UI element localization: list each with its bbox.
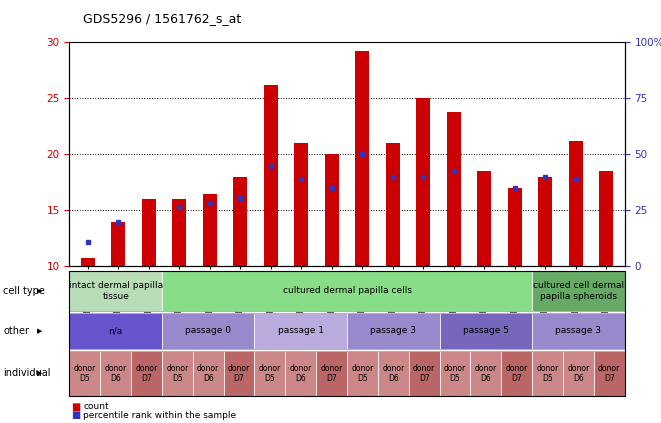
Bar [569,141,583,266]
Text: donor
D6: donor D6 [290,364,312,383]
Text: donor
D7: donor D7 [321,364,342,383]
Bar [477,171,491,266]
Text: donor
D5: donor D5 [259,364,281,383]
Bar [173,199,186,266]
Text: ■: ■ [71,402,81,412]
Text: donor
D7: donor D7 [598,364,620,383]
Text: donor
D6: donor D6 [197,364,219,383]
Text: cultured dermal papilla cells: cultured dermal papilla cells [282,286,412,295]
Text: donor
D6: donor D6 [104,364,127,383]
Bar [447,112,461,266]
Text: donor
D6: donor D6 [567,364,590,383]
Bar [142,199,155,266]
Text: donor
D5: donor D5 [537,364,559,383]
Bar [111,222,125,266]
Text: passage 3: passage 3 [555,327,602,335]
Text: donor
D5: donor D5 [352,364,373,383]
Text: intact dermal papilla
tissue: intact dermal papilla tissue [69,281,163,300]
Bar [233,177,247,266]
Text: GDS5296 / 1561762_s_at: GDS5296 / 1561762_s_at [83,12,241,25]
Text: count: count [83,402,109,412]
Text: donor
D5: donor D5 [444,364,466,383]
Text: percentile rank within the sample: percentile rank within the sample [83,411,237,420]
Bar [539,177,552,266]
Bar [203,194,217,266]
Text: cell type: cell type [3,286,45,296]
Text: donor
D6: donor D6 [382,364,405,383]
Text: donor
D5: donor D5 [74,364,96,383]
Bar [294,143,308,266]
Bar [325,154,338,266]
Text: ▶: ▶ [37,288,42,294]
Text: donor
D7: donor D7 [136,364,157,383]
Text: passage 3: passage 3 [370,327,416,335]
Bar [508,188,522,266]
Text: ▶: ▶ [37,370,42,376]
Text: passage 5: passage 5 [463,327,509,335]
Text: ▶: ▶ [37,328,42,334]
Text: donor
D7: donor D7 [506,364,527,383]
Bar [600,171,613,266]
Text: passage 0: passage 0 [185,327,231,335]
Text: donor
D7: donor D7 [413,364,435,383]
Text: passage 1: passage 1 [278,327,324,335]
Text: cultured cell dermal
papilla spheroids: cultured cell dermal papilla spheroids [533,281,624,300]
Bar [264,85,278,266]
Text: donor
D6: donor D6 [475,364,497,383]
Text: other: other [3,326,29,336]
Text: ■: ■ [71,410,81,420]
Text: donor
D7: donor D7 [228,364,250,383]
Text: individual: individual [3,368,51,378]
Bar [416,99,430,266]
Text: n/a: n/a [108,327,123,335]
Bar [81,258,95,266]
Text: donor
D5: donor D5 [167,364,188,383]
Bar [386,143,400,266]
Bar [356,51,369,266]
